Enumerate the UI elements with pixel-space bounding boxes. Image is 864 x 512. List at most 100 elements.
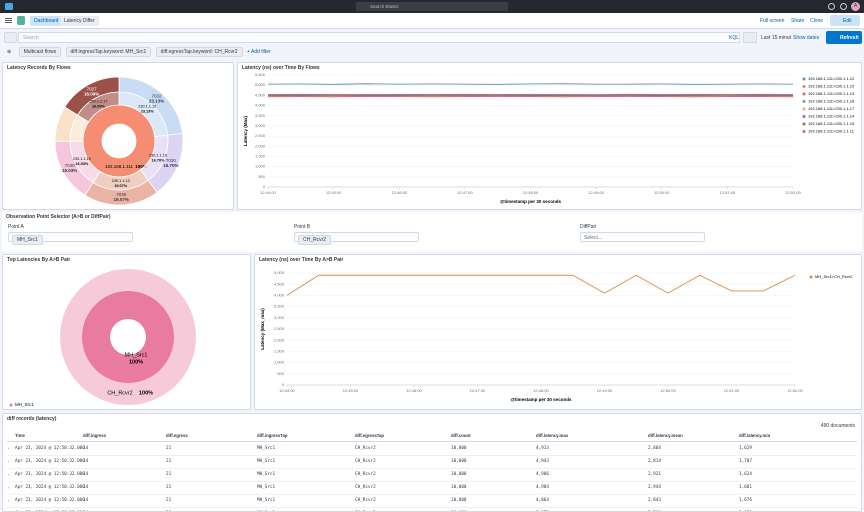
row-rule bbox=[7, 468, 857, 469]
time-range[interactable]: Last 15 minut bbox=[761, 35, 792, 41]
field-label: Point A bbox=[8, 224, 24, 230]
panel: Latency (ns) over Time By Flows 0 500 1,00… bbox=[237, 62, 862, 210]
filter-icon[interactable]: ⊕ bbox=[7, 49, 12, 55]
space-badge[interactable] bbox=[17, 16, 25, 25]
table-cell: 21 bbox=[166, 446, 172, 451]
line-chart: 0 500 1,000 1,500 2,000 2,500 3,000 3,500 4,000 4… bbox=[243, 72, 855, 204]
table-cell: 2,921 bbox=[648, 472, 661, 477]
x-tick-label: 12:49:00 bbox=[588, 190, 604, 195]
x-tick-label: 12:44:00 bbox=[279, 388, 295, 393]
column-header[interactable]: diff.latency.mean bbox=[648, 433, 683, 438]
y-axis-title: Latency (Max) bbox=[243, 115, 248, 146]
column-header[interactable]: diff.ingressTap bbox=[257, 433, 288, 438]
global-search[interactable]: Search Elastic bbox=[356, 2, 508, 11]
selected-option[interactable]: CH_Rcvr2 bbox=[298, 235, 332, 245]
table-cell: 14 bbox=[83, 498, 89, 503]
table-cell: MH_Src1 bbox=[257, 472, 276, 477]
filter-pill[interactable]: Multicast flows bbox=[18, 47, 62, 57]
y-tick-label: 1,000 bbox=[255, 164, 266, 169]
column-header[interactable]: diff.egressTap bbox=[355, 433, 385, 438]
panel-title: Latency (ns) over Time By A>B Pair bbox=[259, 257, 344, 263]
panel-title: diff records (latency) bbox=[7, 416, 57, 422]
full-screen-link[interactable]: Full screen bbox=[760, 18, 785, 24]
center-label: 192.168.1.111 bbox=[105, 164, 134, 169]
selected-option[interactable]: MH_Src1 bbox=[12, 235, 43, 245]
sunburst-slice bbox=[64, 76, 120, 116]
header-rule bbox=[7, 441, 857, 442]
select[interactable]: Select... bbox=[580, 232, 705, 242]
x-axis-title: @timestamp per 30 seconds bbox=[500, 199, 561, 204]
column-header[interactable]: diff.egress bbox=[166, 433, 188, 438]
ring-value: 100% bbox=[129, 359, 143, 365]
avatar[interactable]: A bbox=[851, 2, 860, 11]
edit-button[interactable]: Edit bbox=[830, 15, 860, 26]
table-cell: MH_Src1 bbox=[257, 498, 276, 503]
date-picker-icon[interactable] bbox=[743, 32, 757, 43]
column-header[interactable]: diff.ingress bbox=[83, 433, 107, 438]
ring-label: MH_Src1 bbox=[125, 352, 148, 358]
query-input[interactable]: Search bbox=[18, 32, 740, 43]
table-cell: 14 bbox=[83, 459, 89, 464]
clone-link[interactable]: Clone bbox=[810, 18, 824, 24]
legend-label: 192.168.1.111>230.1.1.11 bbox=[808, 129, 855, 134]
ring-label: CH_Rcvr2 bbox=[107, 390, 132, 396]
table-cell: MH_Src1 bbox=[257, 485, 276, 490]
table-cell: 14 bbox=[83, 472, 89, 477]
expand-toggle: › bbox=[8, 498, 10, 503]
y-tick-label: 3,000 bbox=[255, 123, 266, 128]
add-filter[interactable]: + Add filter bbox=[246, 49, 271, 55]
filter-pill[interactable]: diff.ingressTap.keyword: MH_Src1 bbox=[65, 47, 152, 57]
panel: Latency Records By Flows 192.168.1.111 10… bbox=[2, 62, 234, 210]
y-tick-label: 3,500 bbox=[255, 113, 266, 118]
panel: Observation Point Selector (A>B or DiffP… bbox=[2, 212, 862, 252]
news-icon[interactable] bbox=[840, 3, 847, 10]
slice-label: 230.1.1.10 bbox=[73, 157, 91, 161]
x-tick-label: 12:45:00 bbox=[343, 388, 359, 393]
kql-toggle[interactable]: KQL bbox=[729, 35, 740, 41]
expand-toggle: › bbox=[8, 446, 10, 451]
table-cell: 2,843 bbox=[648, 498, 661, 503]
ring-value: 100% bbox=[139, 390, 153, 396]
slice-value: 19.07% bbox=[114, 197, 129, 202]
table-cell: CH_Rcvr2 bbox=[355, 498, 376, 503]
column-header[interactable]: diff.latency.max bbox=[536, 433, 569, 438]
y-tick-label: 2,000 bbox=[274, 337, 285, 342]
column-header[interactable]: Time bbox=[15, 433, 25, 438]
expand-toggle: › bbox=[8, 459, 10, 464]
y-axis-title: Latency (Max_max) bbox=[260, 308, 265, 350]
menu-icon[interactable] bbox=[5, 18, 12, 19]
table-cell: 10,000 bbox=[451, 472, 467, 477]
filter-pill[interactable]: diff.egressTap.keyword: CH_Rcvr2 bbox=[155, 47, 243, 57]
y-tick-label: 4,500 bbox=[255, 92, 266, 97]
slice-label: 7030 bbox=[166, 158, 177, 163]
y-tick-label: 1,500 bbox=[255, 154, 266, 159]
slice-value: 23.13% bbox=[141, 110, 155, 114]
refresh-button[interactable]: Refresh bbox=[826, 31, 862, 44]
legend-swatch bbox=[802, 130, 806, 133]
select[interactable]: CH_Rcvr2 bbox=[294, 232, 419, 245]
slice-value: 16.09% bbox=[84, 91, 99, 96]
query-menu[interactable] bbox=[4, 32, 17, 43]
slice-value: 16.03% bbox=[62, 168, 77, 173]
panel: Top Latencies By A>B Pair MH_Src1 100% CH_… bbox=[2, 254, 251, 410]
column-header[interactable]: diff.count bbox=[451, 433, 471, 438]
breadcrumb[interactable]: Dashboard bbox=[30, 16, 63, 26]
slice-label: 230.1.1.13 bbox=[112, 179, 130, 183]
table-cell: 2,814 bbox=[648, 459, 661, 464]
help-icon[interactable] bbox=[828, 3, 835, 10]
slice-label: 230.1.1.17 bbox=[89, 99, 107, 103]
table-cell: 1,629 bbox=[739, 446, 752, 451]
table-cell: Apr 23, 2024 @ 12:50:32.000 bbox=[15, 498, 85, 503]
donut-ring bbox=[60, 269, 196, 405]
select[interactable]: MH_Src1 bbox=[8, 232, 133, 245]
x-tick-label: 12:52:00 bbox=[787, 388, 803, 393]
share-link[interactable]: Share bbox=[791, 18, 805, 24]
x-tick-label: 12:50:00 bbox=[660, 388, 676, 393]
logo[interactable] bbox=[5, 3, 13, 10]
column-header[interactable]: diff.latency.min bbox=[739, 433, 771, 438]
x-tick-label: 12:49:00 bbox=[597, 388, 613, 393]
table-cell: 10,000 bbox=[451, 446, 467, 451]
show-dates[interactable]: Show dates bbox=[793, 35, 820, 41]
